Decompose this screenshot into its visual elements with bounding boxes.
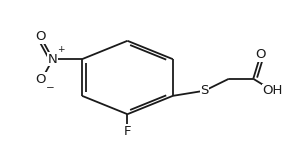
Text: O: O (35, 73, 46, 86)
Text: OH: OH (263, 84, 283, 97)
Text: O: O (35, 31, 46, 43)
Text: +: + (57, 45, 65, 54)
Text: −: − (45, 83, 54, 93)
Text: S: S (200, 84, 209, 97)
Text: N: N (48, 53, 58, 66)
Text: O: O (255, 48, 266, 61)
Text: F: F (124, 125, 131, 138)
